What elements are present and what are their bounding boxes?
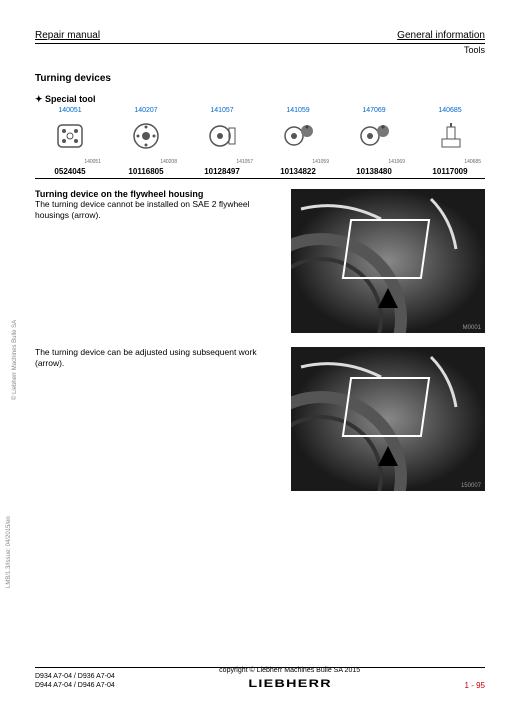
photo-2: 150007 [291,347,485,491]
footer-model-2: D944 A7-04 / D946 A7-04 [35,681,115,690]
tool-num: 0524045 [35,167,105,176]
brand-logo: LIEBHERR [248,678,332,690]
tool-small: 141069 [339,159,409,165]
tool-tag: 140207 [134,107,157,114]
page-header: Repair manual General information [35,30,485,44]
tool-tag: 140685 [438,107,461,114]
tool-tag: 140051 [58,107,81,114]
tool-label: Special tool [35,94,485,105]
footer-page: 1 - 95 [465,681,485,690]
header-left: Repair manual [35,30,100,41]
footer-model-1: D934 A7-04 / D936 A7-04 [35,672,115,681]
tool-item: 147069 141069 10138480 [339,109,409,176]
tool-small: 140051 [35,159,105,165]
header-right: General information [397,30,485,41]
tool-tag: 141057 [210,107,233,114]
footer: D934 A7-04 / D936 A7-04 D944 A7-04 / D94… [35,667,485,690]
tool-icon [122,115,170,157]
tool-small: 140208 [111,159,181,165]
tool-num: 10138480 [339,167,409,176]
tool-small: 140685 [415,159,485,165]
tools-row: 140051 140051 0524045 140207 140208 1011… [35,109,485,179]
tool-item: 140051 140051 0524045 [35,109,105,176]
header-sub: Tools [35,45,485,55]
section-title: Turning devices [35,73,485,84]
tool-small: 141059 [263,159,333,165]
photo-highlight [342,219,430,279]
tool-icon [198,115,246,157]
content-block-1: M0001 Turning device on the flywheel hou… [35,189,485,339]
content-block-2: 150007 The turning device can be adjuste… [35,347,485,497]
arrow-icon [378,446,398,466]
photo-1: M0001 [291,189,485,333]
footer-copyright: copyright © Liebherr Machines Bulle SA 2… [219,667,360,674]
tool-tag: 147069 [362,107,385,114]
tool-small: 141057 [187,159,257,165]
tool-item: 140207 140208 10116805 [111,109,181,176]
tool-num: 10128497 [187,167,257,176]
photo-highlight [342,377,430,437]
tool-num: 10134822 [263,167,333,176]
tool-item: 140685 140685 10117009 [415,109,485,176]
footer-left: D934 A7-04 / D936 A7-04 D944 A7-04 / D94… [35,672,115,690]
tool-item: 141059 141059 10134822 [263,109,333,176]
photo-caption: 150007 [461,483,481,489]
tool-icon [426,115,474,157]
tool-num: 10117009 [415,167,485,176]
tool-tag: 141059 [286,107,309,114]
tool-icon [350,115,398,157]
tool-icon [274,115,322,157]
tool-num: 10116805 [111,167,181,176]
tool-icon [46,115,94,157]
side-text-1: © Liebherr Machines Bulle SA [12,320,18,400]
side-text-2: LMB/1.3/Issue: 04/2015/en [6,516,12,588]
photo-caption: M0001 [463,325,481,331]
tool-item: 141057 141057 10128497 [187,109,257,176]
arrow-icon [378,288,398,308]
footer-center: copyright © Liebherr Machines Bulle SA 2… [219,667,360,690]
